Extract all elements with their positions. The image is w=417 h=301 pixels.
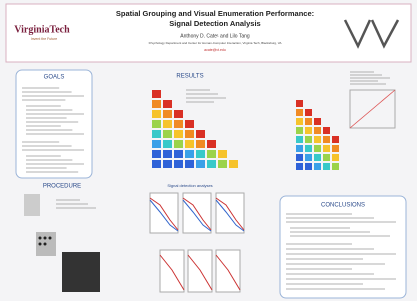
heatmap-cell <box>332 154 339 161</box>
heatmap-cell <box>218 160 227 168</box>
heatmap-cell <box>152 120 161 128</box>
title: Signal Detection Analysis <box>169 19 260 28</box>
plot-frame <box>150 193 178 233</box>
heatmap-cell <box>314 145 321 152</box>
heatmap-cell <box>196 130 205 138</box>
heatmap-cell <box>163 150 172 158</box>
stimulus-dot <box>39 243 42 246</box>
logo-tagline: Invent the Future <box>31 37 58 41</box>
heatmap-cell <box>163 160 172 168</box>
heatmap-cell <box>196 140 205 148</box>
affiliation: ¹Psychology Department and Center for Hu… <box>148 41 281 45</box>
heatmap-cell <box>323 145 330 152</box>
heatmap-cell <box>323 136 330 143</box>
goals-panel <box>16 70 92 178</box>
plot-frame <box>216 193 244 233</box>
heatmap-cell <box>207 160 216 168</box>
heatmap-cell <box>305 136 312 143</box>
heatmap-cell <box>185 140 194 148</box>
heatmap-cell <box>296 136 303 143</box>
heatmap-cell <box>163 130 172 138</box>
section-header: PROCEDURE <box>43 184 81 190</box>
heatmap-cell <box>332 136 339 143</box>
heatmap-cell <box>323 127 330 134</box>
authors: Anthony D. Cate¹ and Lilo Tang <box>180 33 250 39</box>
heatmap-cell <box>152 110 161 118</box>
heatmap-cell <box>229 160 238 168</box>
logo: VirginiaTech <box>14 24 70 35</box>
heatmap-cell <box>152 160 161 168</box>
conclusions-panel <box>280 196 406 298</box>
heatmap-cell <box>152 140 161 148</box>
heatmap-cell <box>323 163 330 170</box>
heatmap-cell <box>296 163 303 170</box>
stimulus-dot <box>44 243 47 246</box>
heatmap-cell <box>174 150 183 158</box>
heatmap-cell <box>218 150 227 158</box>
heatmap-cell <box>314 163 321 170</box>
heatmap-cell <box>296 127 303 134</box>
heatmap-cell <box>207 140 216 148</box>
heatmap-cell <box>174 140 183 148</box>
heatmap-cell <box>305 163 312 170</box>
heatmap-cell <box>323 154 330 161</box>
heatmap-cell <box>174 110 183 118</box>
heatmap-cell <box>152 150 161 158</box>
section-header: RESULTS <box>176 74 203 80</box>
heatmap-cell <box>305 145 312 152</box>
heatmap-cell <box>296 154 303 161</box>
heatmap-cell <box>305 127 312 134</box>
heatmap-cell <box>314 118 321 125</box>
heatmap-cell <box>332 145 339 152</box>
heatmap-cell <box>163 120 172 128</box>
heatmap-cell <box>163 110 172 118</box>
plot-frame <box>188 250 212 292</box>
heatmap-cell <box>296 118 303 125</box>
title: Spatial Grouping and Visual Enumeration … <box>116 9 314 18</box>
heatmap-cell <box>185 130 194 138</box>
heatmap-cell <box>196 160 205 168</box>
poster: VirginiaTech Invent the Future Spatial G… <box>0 0 417 301</box>
heatmap-cell <box>152 90 161 98</box>
section-header: GOALS <box>44 75 65 81</box>
heatmap-cell <box>207 150 216 158</box>
heatmap-cell <box>305 154 312 161</box>
heatmap-cell <box>296 100 303 107</box>
heatmap-cell <box>196 150 205 158</box>
email: acate@vt.edu <box>204 48 226 52</box>
heatmap-cell <box>174 160 183 168</box>
stimulus-dot <box>49 237 52 240</box>
heatmap-cell <box>163 140 172 148</box>
heatmap-cell <box>163 100 172 108</box>
heatmap-cell <box>332 163 339 170</box>
heatmap-cell <box>314 127 321 134</box>
heatmap-cell <box>152 100 161 108</box>
heatmap-cell <box>185 160 194 168</box>
heatmap-cell <box>152 130 161 138</box>
heatmap-cell <box>296 109 303 116</box>
heatmap-cell <box>174 130 183 138</box>
section-header: CONCLUSIONS <box>321 203 365 209</box>
stimulus <box>62 252 100 292</box>
heatmap-cell <box>185 120 194 128</box>
section-header: Signal detection analyses <box>167 183 212 188</box>
heatmap-cell <box>296 145 303 152</box>
stimulus <box>24 194 40 216</box>
stimulus-dot <box>39 237 42 240</box>
heatmap-cell <box>314 136 321 143</box>
heatmap-cell <box>305 109 312 116</box>
plot-frame <box>183 193 211 233</box>
heatmap-cell <box>185 150 194 158</box>
plot-frame <box>216 250 240 292</box>
plot-frame <box>160 250 184 292</box>
heatmap-cell <box>174 120 183 128</box>
heatmap-cell <box>305 118 312 125</box>
stimulus-dot <box>44 237 47 240</box>
heatmap-cell <box>314 154 321 161</box>
